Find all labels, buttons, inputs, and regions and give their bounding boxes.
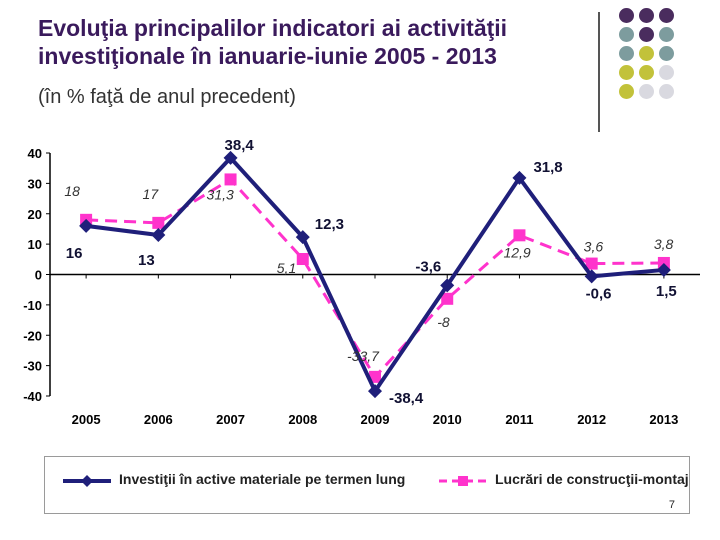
data-label-constructii: 17 [143, 186, 160, 202]
decor-dot [659, 27, 674, 42]
y-tick-label: 10 [28, 237, 42, 252]
chart-legend: Investiţii în active materiale pe termen… [44, 456, 690, 514]
x-tick-label: 2009 [361, 412, 390, 427]
page-number: 7 [668, 499, 675, 511]
data-point-square [369, 370, 381, 383]
y-tick-label: 30 [28, 176, 42, 191]
legend-label-investitii: Investiţii în active materiale pe termen… [119, 471, 406, 487]
data-label-constructii: 12,9 [503, 244, 530, 260]
data-label-constructii: -33,7 [347, 348, 380, 364]
data-label-investitii: 38,4 [225, 137, 255, 154]
x-tick-label: 2012 [577, 412, 606, 427]
x-tick-label: 2011 [505, 412, 533, 427]
x-tick-label: 2006 [144, 412, 173, 427]
y-tick-label: 0 [35, 268, 42, 283]
decor-dot [659, 84, 674, 99]
decor-dot-grid [612, 8, 720, 128]
decor-dot [619, 8, 634, 23]
data-label-constructii: 31,3 [207, 186, 234, 202]
data-point-diamond [223, 150, 238, 165]
decor-dot [619, 46, 634, 61]
decor-divider [598, 12, 600, 132]
data-point-diamond [584, 269, 599, 284]
data-label-investitii: 1,5 [656, 283, 677, 300]
decor-dot [659, 8, 674, 23]
legend-item-investitii: Investiţii în active materiale pe termen… [61, 471, 405, 491]
page-subtitle: (în % faţă de anul precedent) [38, 86, 296, 108]
decor-dot [639, 8, 654, 23]
data-label-investitii: 12,3 [315, 216, 344, 233]
data-point-diamond [656, 262, 671, 277]
decor-dot [619, 27, 634, 42]
data-label-investitii: 31,8 [533, 159, 562, 176]
decor-dot [619, 65, 634, 80]
data-label-constructii: 3,6 [584, 239, 604, 255]
data-point-diamond [440, 278, 455, 293]
y-tick-label: 40 [28, 146, 42, 161]
data-point-diamond [512, 170, 527, 185]
decor-dot [639, 46, 654, 61]
data-label-investitii: -38,4 [389, 390, 424, 407]
y-tick-label: 20 [28, 207, 42, 222]
data-point-square [152, 216, 165, 229]
data-point-diamond [295, 230, 310, 245]
data-label-investitii: 13 [138, 252, 155, 269]
y-tick-label: -40 [23, 389, 42, 404]
data-label-investitii: 16 [66, 245, 83, 262]
legend-label-constructii: Lucrări de construcţii-montaj [495, 471, 689, 487]
data-label-constructii: -8 [437, 314, 450, 330]
y-tick-label: -30 [23, 359, 42, 374]
y-tick-label: -20 [23, 328, 42, 343]
x-tick-label: 2007 [216, 412, 245, 427]
legend-swatch-constructii [439, 476, 487, 486]
data-label-investitii: -0,6 [586, 285, 612, 302]
x-tick-label: 2010 [433, 412, 462, 427]
data-point-square [224, 173, 237, 186]
decor-dot [639, 84, 654, 99]
decor-dot [659, 46, 674, 61]
data-label-constructii: 5,1 [277, 260, 296, 276]
data-label-investitii: -3,6 [415, 258, 441, 275]
legend-swatch-investitii [63, 475, 111, 487]
x-tick-label: 2013 [649, 412, 678, 427]
x-tick-label: 2005 [72, 412, 101, 427]
x-tick-label: 2008 [288, 412, 317, 427]
data-point-diamond [368, 384, 382, 399]
data-point-square [513, 229, 526, 242]
data-point-square [585, 257, 598, 270]
data-label-constructii: 3,8 [654, 236, 674, 252]
data-point-diamond [79, 218, 94, 233]
data-label-constructii: 18 [64, 183, 80, 199]
data-point-square [441, 292, 454, 305]
data-point-diamond [151, 228, 166, 243]
decor-dot [639, 27, 654, 42]
legend-item-constructii: Lucrări de construcţii-montaj [437, 471, 689, 491]
decor-dot [619, 84, 634, 99]
page-title: Evoluţia principalilor indicatori ai act… [38, 15, 508, 69]
data-point-square [296, 253, 309, 266]
decor-dot [639, 65, 654, 80]
decor-dot [659, 65, 674, 80]
y-tick-label: -10 [23, 298, 42, 313]
